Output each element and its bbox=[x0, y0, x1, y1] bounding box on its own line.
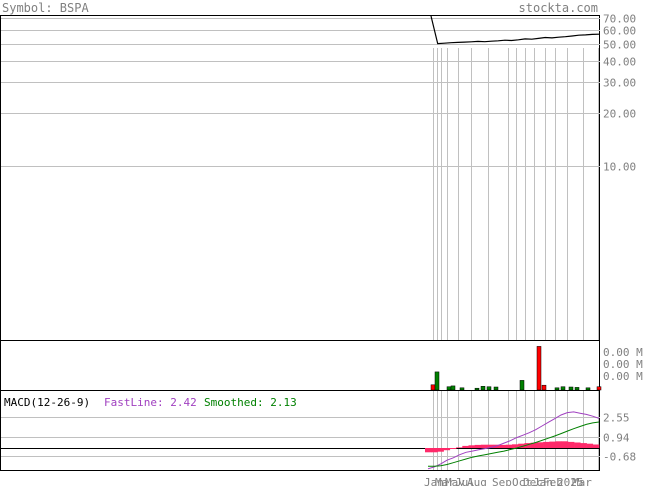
macd-histogram-bar bbox=[425, 448, 432, 453]
volume-bar bbox=[568, 386, 574, 391]
price-tick-label: 40.00 bbox=[603, 56, 636, 69]
price-tick-label: 60.00 bbox=[603, 25, 636, 38]
volume-bar bbox=[574, 387, 580, 391]
macd-histogram-bar bbox=[555, 441, 562, 448]
macd-histogram-bar bbox=[512, 444, 519, 448]
macd-histogram-bar bbox=[480, 444, 488, 448]
macd-smoothed-line bbox=[428, 421, 600, 467]
macd-histogram-bar bbox=[437, 448, 444, 452]
macd-tick-label: 2.55 bbox=[603, 412, 630, 425]
volume-bar bbox=[450, 385, 456, 391]
macd-smoothed-label: Smoothed: 2.13 bbox=[204, 396, 297, 409]
symbol-label: Symbol: BSPA bbox=[2, 1, 89, 15]
price-tick-label: 50.00 bbox=[603, 39, 636, 52]
macd-tick-label: 0.94 bbox=[603, 432, 630, 445]
macd-fast-label: FastLine: 2.42 bbox=[104, 396, 197, 409]
macd-histogram-bar bbox=[443, 448, 451, 451]
volume-tick-label: 0.00 M bbox=[603, 370, 643, 383]
x-tick-label: Aug bbox=[467, 476, 487, 486]
volume-bar bbox=[596, 386, 602, 391]
x-tick-label: Sep bbox=[492, 476, 512, 486]
site-label: stockta.com bbox=[519, 1, 598, 15]
x-tick-label: Mar bbox=[572, 476, 592, 486]
volume-bar bbox=[536, 346, 542, 391]
macd-histogram-bar bbox=[499, 444, 507, 448]
macd-panel-frame bbox=[0, 390, 600, 471]
macd-histogram-bar bbox=[561, 441, 569, 448]
volume-bar bbox=[459, 387, 465, 391]
macd-histogram-bar bbox=[549, 441, 556, 448]
macd-tick-label: -0.68 bbox=[603, 451, 636, 464]
volume-bar bbox=[585, 387, 591, 391]
macd-series bbox=[425, 411, 600, 470]
price-line bbox=[430, 15, 600, 45]
volume-bar bbox=[554, 387, 560, 391]
grid-lines bbox=[1, 18, 600, 470]
macd-histogram-bar bbox=[524, 443, 531, 448]
macd-histogram-bar bbox=[487, 444, 494, 448]
volume-bar bbox=[430, 384, 436, 391]
price-tick-label: 30.00 bbox=[603, 77, 636, 90]
macd-title: MACD(12-26-9) bbox=[4, 396, 90, 409]
macd-histogram-bar bbox=[574, 442, 581, 448]
volume-bar bbox=[480, 386, 486, 391]
macd-histogram-bar bbox=[580, 443, 587, 448]
macd-histogram-bar bbox=[592, 444, 600, 448]
volume-bar bbox=[434, 371, 440, 391]
macd-histogram-bar bbox=[536, 442, 544, 448]
volume-bar bbox=[560, 386, 566, 391]
price-tick-label: 70.00 bbox=[603, 13, 636, 26]
volume-bar bbox=[446, 386, 452, 391]
price-tick-label: 10.00 bbox=[603, 161, 636, 174]
price-series bbox=[430, 15, 600, 45]
macd-fast-line bbox=[427, 411, 600, 470]
macd-histogram-bar bbox=[586, 443, 594, 448]
price-panel-frame bbox=[0, 15, 600, 341]
macd-histogram-bar bbox=[567, 441, 575, 448]
macd-histogram-bar bbox=[456, 447, 463, 448]
macd-histogram-bar bbox=[518, 443, 525, 448]
macd-histogram-bar bbox=[468, 445, 475, 448]
volume-bar bbox=[541, 384, 547, 391]
macd-histogram-bar bbox=[462, 445, 469, 448]
macd-histogram-bar bbox=[543, 441, 550, 448]
macd-histogram-bar bbox=[505, 444, 513, 448]
macd-histogram-bar bbox=[449, 448, 457, 449]
volume-panel-frame bbox=[0, 340, 600, 391]
volume-bar bbox=[493, 386, 499, 391]
volume-tick-label: 0.00 M bbox=[603, 358, 643, 371]
macd-histogram-bar bbox=[474, 444, 482, 448]
volume-bar bbox=[474, 387, 480, 391]
volume-series bbox=[430, 346, 602, 391]
macd-histogram-bar bbox=[530, 442, 538, 448]
price-tick-label: 20.00 bbox=[603, 108, 636, 121]
volume-tick-label: 0.00 M bbox=[603, 346, 643, 359]
volume-bar bbox=[486, 386, 492, 391]
volume-bar bbox=[519, 380, 525, 391]
macd-histogram-bar bbox=[431, 448, 438, 453]
